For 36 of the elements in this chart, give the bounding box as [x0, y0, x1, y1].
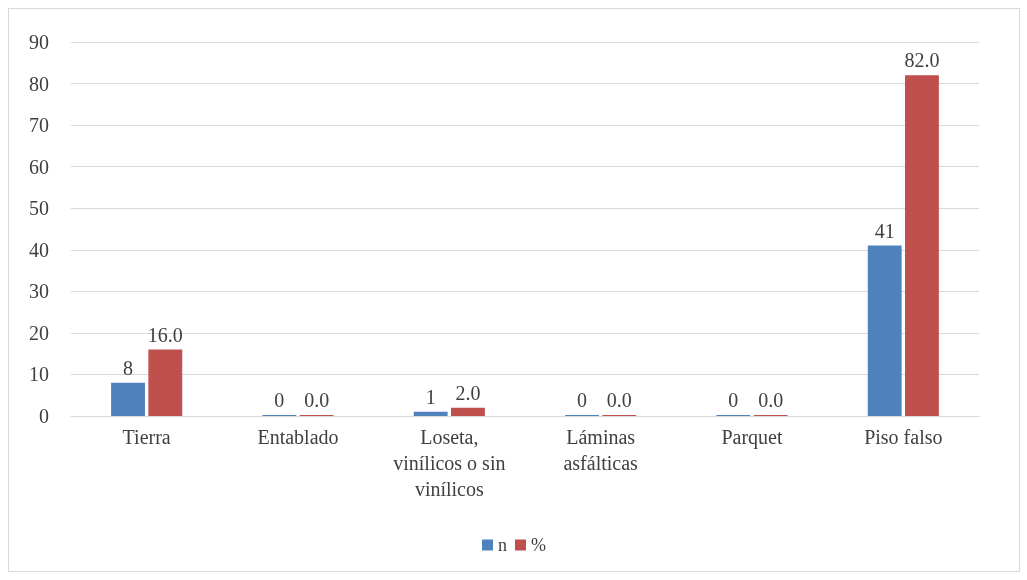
data-label: 0.0 — [304, 389, 330, 411]
x-tick-label: Tierra — [122, 426, 171, 448]
x-tick-label: Loseta, vinílicos o sin vinílicos — [393, 426, 506, 500]
bar — [413, 411, 448, 416]
data-label: 0 — [728, 389, 739, 411]
bar — [148, 349, 183, 416]
y-tick-label: 80 — [29, 72, 49, 95]
data-label: 0.0 — [606, 389, 632, 411]
data-label: 16.0 — [147, 323, 183, 346]
y-tick-label: 50 — [29, 197, 49, 220]
x-tick-label: Parquet — [721, 426, 783, 449]
y-tick-label: 90 — [29, 31, 49, 53]
y-tick-label: 0 — [39, 405, 49, 427]
y-tick-label: 30 — [29, 280, 49, 303]
bar — [111, 382, 145, 416]
y-tick-label: 20 — [29, 321, 49, 344]
y-tick-label: 10 — [29, 363, 49, 386]
data-label: 1 — [425, 385, 436, 408]
y-tick-label: 60 — [29, 155, 49, 178]
data-label: 0.0 — [758, 389, 784, 411]
data-label: 8 — [123, 356, 134, 379]
data-label: 41 — [874, 219, 895, 242]
legend-label: % — [531, 535, 546, 555]
x-tick-label: Láminas asfálticas — [563, 426, 639, 474]
y-tick-label: 70 — [29, 114, 49, 137]
bar — [451, 407, 485, 416]
x-tick-label: Piso falso — [864, 426, 943, 448]
y-tick-label: 40 — [29, 238, 49, 261]
x-tick-label: Entablado — [257, 426, 339, 448]
data-label: 82.0 — [904, 49, 940, 72]
bar — [905, 75, 939, 416]
data-label: 0 — [274, 389, 285, 411]
data-label: 2.0 — [455, 381, 481, 404]
data-label: 0 — [577, 389, 588, 411]
bar — [867, 245, 902, 416]
legend-label: n — [498, 535, 507, 555]
